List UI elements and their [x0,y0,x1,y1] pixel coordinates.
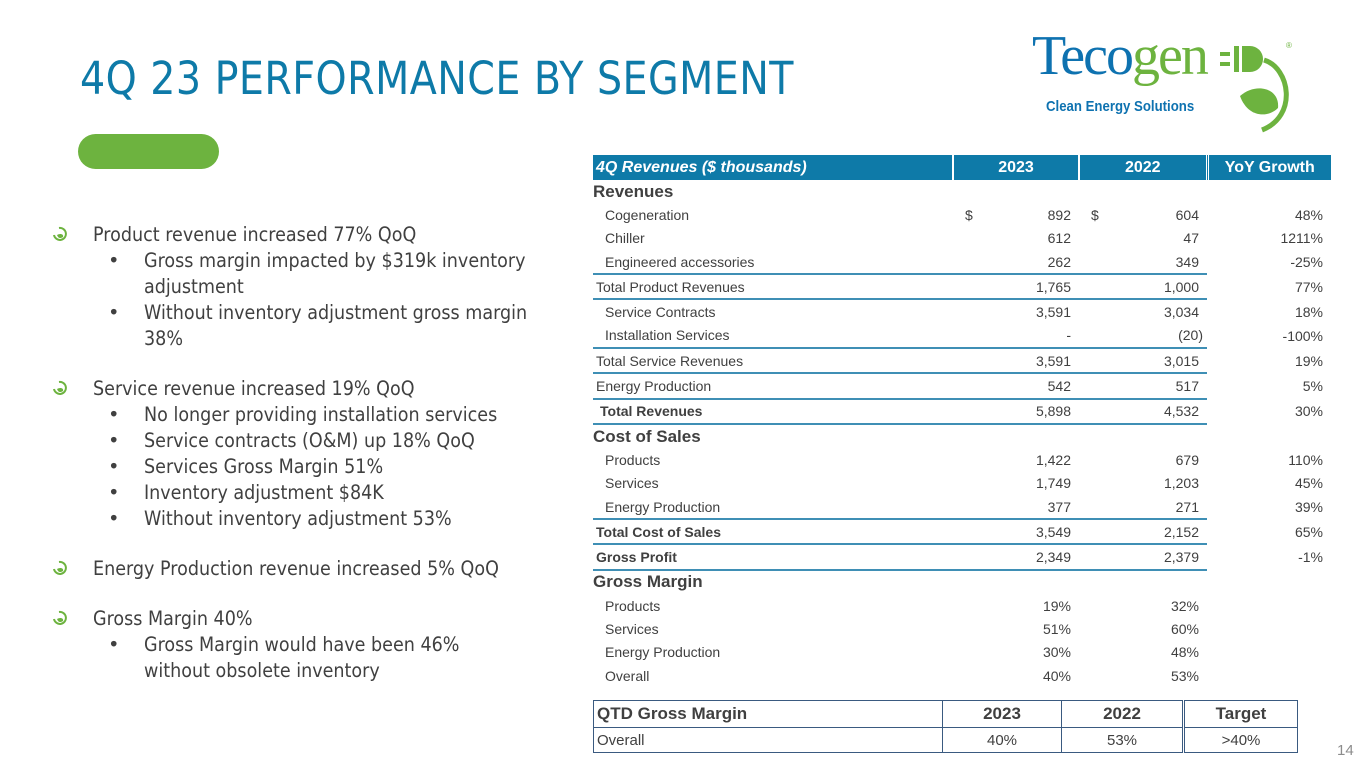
table-row: Services 51% 60% [605,620,1199,637]
plug-leaf-bullet-icon [53,226,67,241]
table-row: Service Contracts 3,591 3,034 18% [605,303,1323,321]
total-row: Total Cost of Sales 3,549 2,152 65% [593,519,1331,546]
table-row: Products 19% 32% [605,597,1199,614]
sub-bullet: • No longer providing installation servic… [108,403,498,426]
table-row: Installation Services - (20) -100% [593,323,1331,350]
logo-tagline: Clean Energy Solutions [1046,98,1195,115]
sub-bullet: • Gross Margin would have been 46% [108,633,460,656]
revenue-table: 4Q Revenues ($ thousands) 2023 2022 YoY … [593,155,1331,687]
sub-bullet: • Without inventory adjustment 53% [108,507,452,530]
accent-bar [78,134,219,169]
table-row: Energy Production 542 517 5% [593,373,1331,400]
total-row: Total Service Revenues 3,591 3,015 19% [593,348,1331,375]
plug-leaf-bullet-icon [53,380,67,395]
table-row: Chiller 612 47 1211% [605,230,1323,247]
table-row: Cogeneration $892 $604 48% [605,206,1323,223]
bullet-energy: Energy Production revenue increased 5% Q… [52,556,552,582]
table-row: Energy Production 30% 48% [605,644,1199,661]
logo-wordmark: Tecogen [1032,25,1209,87]
table-header: 4Q Revenues ($ thousands) 2023 2022 YoY … [593,155,1331,180]
plug-leaf-bullet-icon [53,610,67,625]
table-row: Products 1,422 679 110% [605,451,1323,468]
sub-bullet-cont: 38% [144,327,184,350]
bullet-service: Service revenue increased 19% QoQ [52,376,552,402]
total-row: Gross Profit 2,349 2,379 -1% [593,544,1331,571]
section-cost-of-sales: Cost of Sales [593,426,701,446]
table-row: Engineered accessories 262 349 -25% [593,249,1331,276]
sub-bullet: • Without inventory adjustment gross marg… [108,301,528,324]
sub-bullet: • Services Gross Margin 51% [108,455,384,478]
key-points-list: Product revenue increased 77% QoQ • Gross… [52,222,552,684]
qtd-gross-margin-table: QTD Gross Margin 2023 2022 Target Overal… [593,700,1298,753]
tecogen-logo: Tecogen ® Clean Energy Solutions [1030,24,1310,136]
table-row: Overall 40% 53% [605,667,1199,684]
section-gross-margin: Gross Margin [593,572,703,592]
plug-leaf-icon: ® [1220,41,1292,133]
sub-bullet: • Gross margin impacted by $319k inventor… [108,249,526,272]
total-row: Total Revenues 5,898 4,532 30% [593,398,1331,425]
table-row: Services 1,749 1,203 45% [605,475,1323,492]
total-row: Total Product Revenues 1,765 1,000 77% [593,274,1331,301]
section-revenues: Revenues [593,181,674,201]
sub-bullet-cont: without obsolete inventory [144,659,380,682]
table-row: Overall 40% 53% >40% [593,727,1298,753]
page-number: 14 [1337,742,1354,759]
sub-bullet-cont: adjustment [144,275,244,298]
svg-text:®: ® [1286,41,1292,50]
page-title: 4Q 23 PERFORMANCE BY SEGMENT [80,52,794,105]
bullet-product: Product revenue increased 77% QoQ [52,222,552,248]
sub-bullet: • Service contracts (O&M) up 18% QoQ [108,429,475,452]
table-row: Energy Production 377 271 39% [593,494,1331,521]
sub-bullet: • Inventory adjustment $84K [108,481,384,504]
plug-leaf-bullet-icon [53,560,67,575]
bullet-gross-margin: Gross Margin 40% [52,606,552,632]
table-header: QTD Gross Margin 2023 2022 Target [593,700,1298,728]
